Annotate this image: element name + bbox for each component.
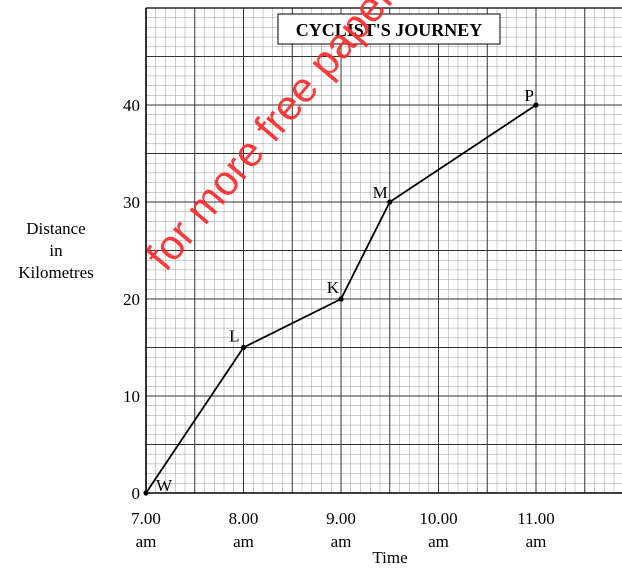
y-axis-label-line: Kilometres [18, 263, 94, 282]
x-tick-label-period: am [331, 532, 352, 551]
title-background [277, 13, 501, 45]
y-axis-label-line: Distance [26, 219, 86, 238]
y-tick-label: 40 [123, 96, 140, 115]
data-point-label: P [525, 86, 534, 105]
data-point-label: L [229, 327, 239, 346]
data-point [533, 102, 539, 108]
y-tick-label: 20 [123, 290, 140, 309]
y-tick-labels: 0 10 20 30 40 [123, 96, 140, 503]
data-points: W L K M P [143, 86, 539, 496]
data-point-label: M [373, 183, 388, 202]
major-grid [145, 7, 622, 494]
title-box: CYCLIST'S JOURNEY [277, 13, 501, 45]
x-tick-label-period: am [428, 532, 449, 551]
axes [145, 7, 622, 494]
y-tick-label: 30 [123, 193, 140, 212]
data-point [240, 344, 247, 351]
x-tick-label: 7.00 [131, 509, 161, 528]
x-tick-label-period: am [136, 532, 157, 551]
x-tick-label: 11.00 [517, 509, 555, 528]
data-point [387, 199, 393, 205]
x-tick-label: 8.00 [229, 509, 259, 528]
y-axis-label-line: in [49, 241, 63, 260]
data-point [338, 296, 344, 302]
data-point-label: K [327, 278, 340, 297]
x-tick-labels: 7.00 am 8.00 am 9.00 am 10.00 am 11.00 am [131, 509, 555, 551]
y-tick-label: 0 [132, 484, 141, 503]
x-axis-label: Time [372, 548, 408, 567]
x-tick-label: 10.00 [419, 509, 457, 528]
y-tick-label: 10 [123, 387, 140, 406]
data-point-label: W [156, 476, 173, 495]
x-tick-label-period: am [233, 532, 254, 551]
chart-title: CYCLIST'S JOURNEY [296, 20, 483, 40]
y-axis-label: Distance in Kilometres [0, 218, 112, 284]
x-tick-label-period: am [526, 532, 547, 551]
x-tick-label: 9.00 [326, 509, 356, 528]
data-point [143, 490, 149, 496]
